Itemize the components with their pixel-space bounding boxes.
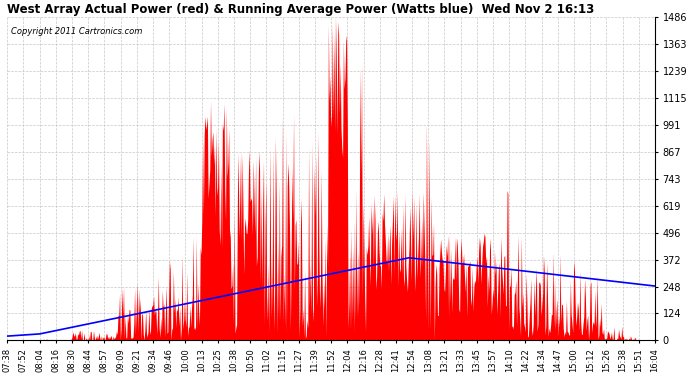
Text: Copyright 2011 Cartronics.com: Copyright 2011 Cartronics.com bbox=[10, 27, 142, 36]
Text: West Array Actual Power (red) & Running Average Power (Watts blue)  Wed Nov 2 16: West Array Actual Power (red) & Running … bbox=[8, 3, 595, 16]
